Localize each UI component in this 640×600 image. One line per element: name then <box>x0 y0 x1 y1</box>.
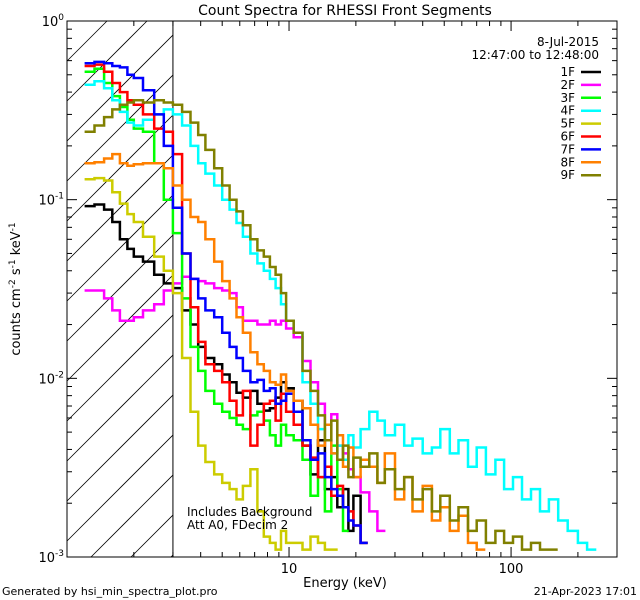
legend-label-9f: 9F <box>560 168 575 182</box>
x-tick-label: 100 <box>499 562 524 577</box>
legend-time-range: 12:47:00 to 12:48:00 <box>472 48 599 62</box>
y-tick-labels: 100 10-1 10-2 10-3 <box>38 13 64 566</box>
hatch-line <box>66 234 174 342</box>
excluded-region-hatch <box>66 20 174 558</box>
series-line-9f <box>84 99 558 551</box>
chart-title: Count Spectra for RHESSI Front Segments <box>198 3 492 19</box>
legend-date: 8-Jul-2015 <box>537 35 599 49</box>
legend-label-3f: 3F <box>560 91 575 105</box>
legend-label-7f: 7F <box>560 142 575 156</box>
hatch-line <box>66 20 148 102</box>
series-line-5f <box>84 176 338 551</box>
legend-label-4f: 4F <box>560 104 575 118</box>
x-axis-label: Energy (keV) <box>303 576 387 591</box>
legend-label-6f: 6F <box>560 130 575 144</box>
legend: 8-Jul-2015 12:47:00 to 12:48:00 1F2F3F4F… <box>472 35 601 182</box>
legend-label-1f: 1F <box>560 65 575 79</box>
hatch-line <box>90 474 174 558</box>
x-tick-labels: 10 100 <box>281 562 524 577</box>
series-line-2f <box>84 275 386 533</box>
plot-frame <box>66 20 618 558</box>
axis-ticks <box>66 21 618 558</box>
footer-timestamp: 21-Apr-2023 17:01 <box>534 585 637 598</box>
y-tick-label: 100 <box>42 13 65 30</box>
legend-label-8f: 8F <box>560 155 575 169</box>
annotation-attenuator: Att A0, FDecim 2 <box>187 518 288 532</box>
hatch-line <box>66 314 174 422</box>
x-tick-label: 10 <box>281 562 298 577</box>
hatch-line <box>66 434 174 542</box>
hatch-line <box>66 20 108 62</box>
annotation-background: Includes Background <box>187 505 312 519</box>
hatch-line <box>66 394 174 502</box>
series-line-4f <box>84 80 597 551</box>
series-line-6f <box>84 63 368 545</box>
y-axis-label: counts cm-2 s-1 keV-1 <box>8 222 24 355</box>
y-tick-label: 10-2 <box>38 370 64 387</box>
legend-label-5f: 5F <box>560 117 575 131</box>
hatch-line <box>66 154 174 262</box>
footer-generated-by: Generated by hsi_min_spectra_plot.pro <box>2 585 218 598</box>
hatch-line <box>66 194 174 302</box>
y-tick-label: 10-3 <box>38 549 64 566</box>
hatch-line <box>130 514 174 558</box>
legend-label-2f: 2F <box>560 78 575 92</box>
hatch-line <box>66 274 174 382</box>
series-group <box>84 60 597 551</box>
hatch-line <box>66 114 174 222</box>
series-line-3f <box>84 67 349 533</box>
hatch-line <box>66 354 174 462</box>
series-line-7f <box>84 60 368 545</box>
y-tick-label: 10-1 <box>38 192 64 209</box>
